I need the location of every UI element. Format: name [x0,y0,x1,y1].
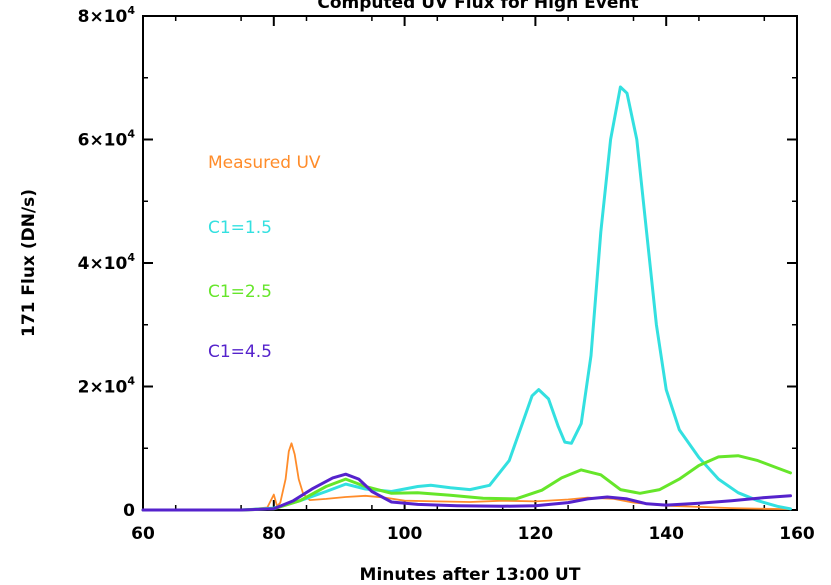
y-tick-mantissa: 6×10 [78,131,128,151]
series-lines [141,85,792,512]
x-tick-label: 140 [648,524,684,544]
y-tick-label: 4×104 [78,251,136,274]
y-tick-exponent: 4 [127,251,135,264]
chart-title: Computed UV Flux for High Event [317,0,638,13]
x-tick-label: 60 [131,524,155,544]
y-tick-exponent: 4 [127,375,135,388]
legend-entry-3: C1=4.5 [208,342,272,362]
x-tick-label: 100 [387,524,423,544]
y-axis-label: 171 Flux (DN/s) [19,189,39,337]
legend: Measured UV C1=1.5 C1=2.5 C1=4.5 [208,153,321,362]
legend-entry-1: C1=1.5 [208,218,272,238]
legend-entry-2: C1=2.5 [208,282,272,302]
y-tick-label: 6×104 [78,128,136,151]
y-tick-mantissa: 8×10 [78,7,128,27]
x-axis-label: Minutes after 13:00 UT [360,565,581,585]
series-line-3 [141,472,792,512]
y-tick-label: 0 [123,501,135,521]
y-tick-label: 8×104 [78,4,136,27]
x-tick-label: 160 [779,524,815,544]
y-tick-label: 2×104 [78,375,136,398]
legend-entry-0: Measured UV [208,153,321,173]
y-tick-exponent: 4 [127,4,135,17]
y-tick-exponent: 4 [127,128,135,141]
plot-frame-group [142,15,798,511]
series-line-2 [141,454,792,512]
x-tick-label: 80 [262,524,286,544]
y-tick-mantissa: 0 [123,501,135,521]
y-tick-mantissa: 4×10 [78,254,128,274]
x-tick-label: 120 [518,524,554,544]
series-line-0 [142,442,792,511]
plot-frame [142,15,798,511]
x-axis: 60 80 100 120 140 160 [131,16,815,544]
y-tick-mantissa: 2×10 [78,378,128,398]
